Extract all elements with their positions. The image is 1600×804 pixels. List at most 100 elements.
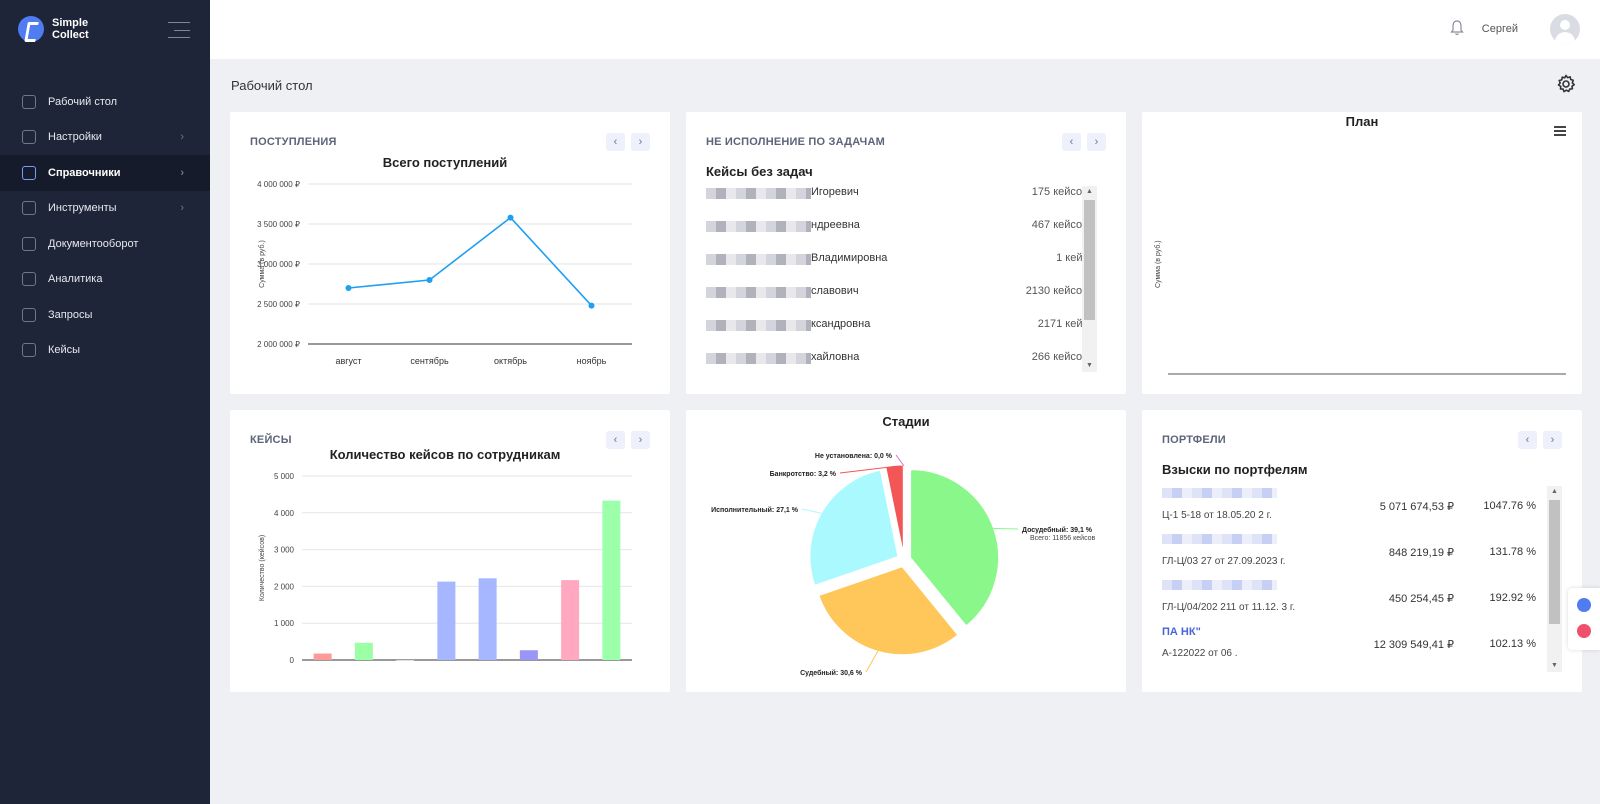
- data-point[interactable]: [426, 277, 433, 283]
- gear-icon[interactable]: [1556, 74, 1576, 94]
- prev-button[interactable]: ‹: [1518, 431, 1537, 449]
- bar[interactable]: [602, 500, 621, 660]
- portfolios-pager: ‹ ›: [1518, 431, 1562, 449]
- scroll-down-icon[interactable]: ▼: [1086, 362, 1093, 369]
- app-logo[interactable]: Simple Collect: [18, 16, 89, 42]
- portfolio-sum: 450 254,45 ₽: [1388, 593, 1454, 605]
- next-button[interactable]: ›: [631, 431, 650, 449]
- bar[interactable]: [313, 653, 332, 660]
- scroll-down-icon[interactable]: ▼: [1551, 662, 1558, 669]
- sidebar-item-6[interactable]: Запросы: [0, 297, 210, 333]
- nontask-scrollbar[interactable]: ▲ ▼: [1082, 186, 1097, 372]
- sidebar-item-3[interactable]: Инструменты ›: [0, 191, 210, 227]
- portfolios-scrollbar[interactable]: ▲ ▼: [1547, 486, 1562, 672]
- chart-bars-icon: [22, 94, 36, 109]
- plan-ylabel: Сумма (в руб.): [1154, 240, 1162, 288]
- data-point[interactable]: [345, 285, 352, 291]
- list-item[interactable]: ндреевна 467 кейсов: [706, 219, 1088, 252]
- cases-count: 2130 кейсов: [1025, 285, 1088, 297]
- next-button[interactable]: ›: [1543, 431, 1562, 449]
- bar[interactable]: [478, 578, 497, 660]
- employee-name: ндреевна: [811, 219, 860, 231]
- plan-chart: План Сумма (в руб.): [1154, 114, 1566, 375]
- next-button[interactable]: ›: [1087, 133, 1106, 151]
- portfolio-row[interactable]: ГЛ-Ц/03 27 от 27.09.2023 г. 848 219,19 ₽ 1…: [1162, 534, 1544, 582]
- menu-toggle-icon[interactable]: [168, 22, 190, 38]
- bar[interactable]: [396, 659, 415, 661]
- bell-icon[interactable]: [1450, 20, 1464, 36]
- prev-button[interactable]: ‹: [1062, 133, 1081, 151]
- portfolio-row[interactable]: ГЛ-Ц/04/202 211 от 11.12. 3 г. 450 254,45…: [1162, 580, 1544, 628]
- plan-card: План Сумма (в руб.): [1142, 112, 1582, 394]
- list-item[interactable]: ксандровна 2171 кейс: [706, 318, 1088, 351]
- y-tick-label: 3 000 000 ₽: [257, 260, 300, 269]
- prev-button[interactable]: ‹: [606, 431, 625, 449]
- employee-name: ксандровна: [811, 318, 871, 330]
- employee-name: славович: [811, 285, 859, 297]
- sidebar-item-label: Рабочий стол: [48, 95, 118, 108]
- sad-icon[interactable]: [1577, 624, 1591, 638]
- list-item[interactable]: Владимировна 1 кейс: [706, 252, 1088, 285]
- plan-menu-icon[interactable]: [1554, 126, 1566, 136]
- sidebar-item-label: Кейсы: [48, 344, 81, 357]
- prev-button[interactable]: ‹: [606, 133, 625, 151]
- bar[interactable]: [437, 581, 456, 660]
- bar[interactable]: [519, 650, 538, 660]
- scroll-up-icon[interactable]: ▲: [1086, 188, 1093, 195]
- redacted-portfolio-name: [1162, 534, 1277, 544]
- chart-title: Количество кейсов по сотрудникам: [330, 447, 561, 462]
- scroll-thumb[interactable]: [1549, 500, 1560, 624]
- page-title: Рабочий стол: [231, 78, 313, 93]
- redacted-name: [706, 188, 811, 199]
- income-card-title: ПОСТУПЛЕНИЯ: [250, 136, 337, 148]
- portfolio-contract: ГЛ-Ц/03 27 от 27.09.2023 г.: [1162, 556, 1286, 567]
- income-card: ПОСТУПЛЕНИЯ ‹ › Всего поступлений 2 000 0…: [230, 112, 670, 394]
- sidebar-item-label: Настройки: [48, 131, 102, 144]
- nontask-subtitle: Кейсы без задач: [706, 164, 813, 179]
- portfolio-sum: 5 071 674,53 ₽: [1379, 501, 1454, 513]
- sidebar-item-5[interactable]: Аналитика: [0, 262, 210, 298]
- settings-icon: [22, 130, 36, 145]
- sidebar-item-2[interactable]: Справочники ›: [0, 155, 210, 191]
- portfolio-row[interactable]: ПА НК" А-122022 от 06 . 12 309 549,41 ₽ 102…: [1162, 626, 1544, 674]
- scroll-thumb[interactable]: [1084, 200, 1095, 320]
- layers-icon: [22, 343, 36, 358]
- logo-line1: Simple: [52, 17, 89, 29]
- avatar[interactable]: [1550, 14, 1580, 44]
- y-tick-label: 3 500 000 ₽: [257, 220, 300, 229]
- book-icon: [22, 165, 36, 180]
- portfolio-name[interactable]: ПА НК": [1162, 626, 1201, 638]
- user-name[interactable]: Сергей: [1481, 23, 1518, 35]
- stages-card: Стадии Досудебный: 39,1 % Судебный: 30,6 %…: [686, 410, 1126, 692]
- sidebar-item-4[interactable]: Документооборот: [0, 226, 210, 262]
- redacted-name: [706, 254, 811, 265]
- sidebar-item-0[interactable]: Рабочий стол: [0, 84, 210, 120]
- analytics-icon: [22, 272, 36, 287]
- chevron-right-icon: ›: [180, 202, 184, 215]
- sidebar-item-1[interactable]: Настройки ›: [0, 120, 210, 156]
- portfolio-percent: 131.78 %: [1489, 546, 1536, 558]
- data-point[interactable]: [588, 302, 595, 309]
- y-tick-label: 1 000: [274, 619, 295, 628]
- portfolio-contract: Ц-1 5-18 от 18.05.20 2 г.: [1162, 510, 1272, 521]
- list-item[interactable]: хайловна 266 кейсов: [706, 351, 1088, 384]
- pie-slice[interactable]: [809, 469, 899, 586]
- chevron-right-icon: ›: [180, 166, 184, 179]
- list-item[interactable]: славович 2130 кейсов: [706, 285, 1088, 318]
- sidebar-item-7[interactable]: Кейсы: [0, 333, 210, 369]
- bar[interactable]: [561, 580, 580, 660]
- portfolio-contract: А-122022 от 06 .: [1162, 648, 1238, 659]
- pie-label: Банкротство: 3,2 %: [770, 471, 837, 478]
- x-tick-label: август: [335, 356, 361, 366]
- bar[interactable]: [354, 642, 373, 660]
- smile-icon[interactable]: [1577, 598, 1591, 612]
- next-button[interactable]: ›: [631, 133, 650, 151]
- list-item[interactable]: Игоревич 175 кейсов: [706, 186, 1088, 219]
- portfolio-row[interactable]: Ц-1 5-18 от 18.05.20 2 г. 5 071 674,53 ₽ 1…: [1162, 488, 1544, 536]
- portfolio-percent: 1047.76 %: [1483, 500, 1536, 512]
- sidebar-item-label: Запросы: [48, 308, 93, 321]
- x-tick-label: октябрь: [494, 356, 527, 366]
- data-point[interactable]: [507, 214, 514, 221]
- portfolio-percent: 102.13 %: [1489, 638, 1536, 650]
- scroll-up-icon[interactable]: ▲: [1551, 488, 1558, 495]
